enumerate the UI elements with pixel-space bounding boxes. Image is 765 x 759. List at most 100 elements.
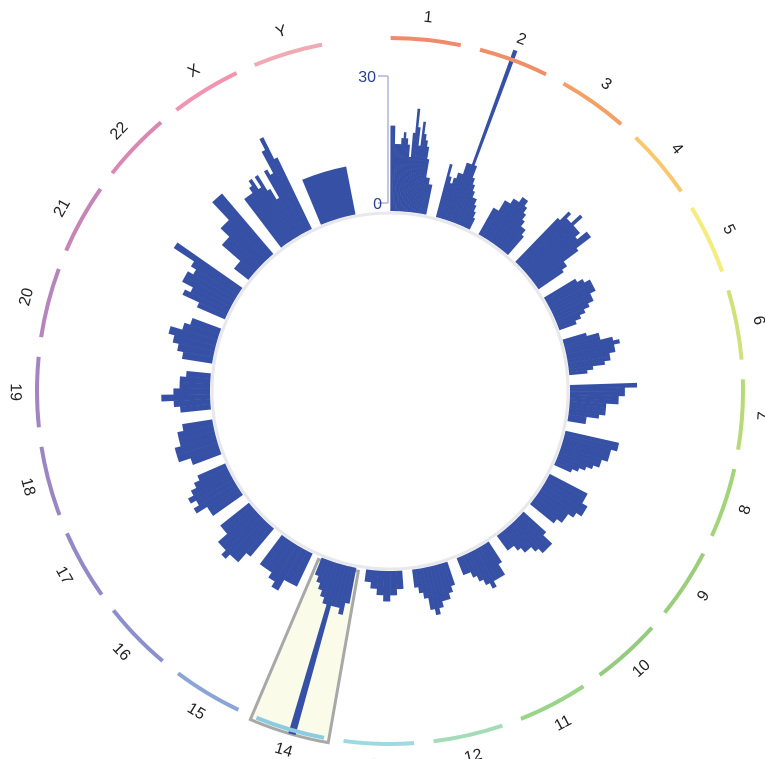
bar <box>472 548 497 589</box>
bar <box>458 190 475 226</box>
bar <box>221 513 261 551</box>
bar <box>270 173 306 234</box>
bar <box>563 332 600 346</box>
bar <box>179 382 211 389</box>
bar <box>460 197 475 227</box>
bar <box>246 525 275 557</box>
bar <box>419 177 429 214</box>
bar <box>179 376 211 384</box>
bar <box>568 411 600 419</box>
chromosome-arc <box>663 552 706 614</box>
bar <box>178 431 216 447</box>
chromosome-arc <box>390 36 462 48</box>
bar <box>555 458 580 472</box>
bar <box>370 570 379 589</box>
bar <box>168 326 218 346</box>
bar <box>569 382 638 389</box>
bar <box>548 283 594 310</box>
bar <box>529 231 589 280</box>
bar <box>173 399 211 408</box>
bar <box>316 558 329 584</box>
bar <box>435 163 453 218</box>
bar <box>221 516 265 559</box>
bar <box>190 287 231 312</box>
chromosome-label: 12 <box>463 746 484 759</box>
bar <box>553 296 594 319</box>
bar <box>532 248 579 284</box>
bar <box>422 567 436 610</box>
bar <box>364 569 373 583</box>
bar <box>233 522 271 563</box>
bar <box>273 157 312 231</box>
bar <box>496 533 511 551</box>
bar <box>456 184 476 225</box>
bar <box>391 125 396 212</box>
bar <box>229 519 268 559</box>
bar <box>180 404 211 413</box>
bars-layer <box>161 49 638 736</box>
chromosome-label: 6 <box>749 314 765 326</box>
bar <box>190 261 240 296</box>
bar <box>412 569 419 588</box>
bar <box>405 132 416 212</box>
bar <box>267 188 299 238</box>
bar <box>439 182 453 219</box>
bar <box>449 163 473 222</box>
bar <box>174 436 218 456</box>
bar <box>396 570 404 590</box>
bar <box>562 332 587 343</box>
bar <box>505 526 529 553</box>
chromosome-arc <box>690 206 725 273</box>
bar <box>197 463 228 481</box>
bar <box>478 207 497 236</box>
bar <box>416 146 430 214</box>
bar <box>555 309 586 325</box>
bar <box>569 398 619 405</box>
bar <box>463 553 478 578</box>
bar <box>557 452 594 470</box>
bar <box>258 187 294 241</box>
chromosome-arc <box>175 71 238 112</box>
chromosome-label: 5 <box>719 222 738 237</box>
chromosome-label: 13 <box>369 757 387 759</box>
bar <box>221 236 261 273</box>
bar <box>495 205 528 247</box>
bar <box>447 162 470 222</box>
bar <box>283 547 308 584</box>
chromosome-arc <box>726 289 744 360</box>
bar <box>532 496 566 523</box>
bar <box>485 201 511 240</box>
bar <box>569 391 625 397</box>
bar <box>529 500 558 524</box>
bar <box>545 279 585 304</box>
bar <box>181 351 214 364</box>
bar <box>516 211 572 266</box>
bar <box>443 172 461 220</box>
chromosome-label: 14 <box>273 740 295 759</box>
bar <box>535 263 568 288</box>
bar <box>338 566 353 615</box>
bar <box>436 563 451 601</box>
bar <box>265 538 292 573</box>
bar <box>407 108 421 213</box>
chromosome-arc <box>111 609 164 663</box>
bar <box>459 555 471 574</box>
bar <box>547 473 588 499</box>
bar <box>209 491 243 516</box>
bar <box>543 278 578 301</box>
bar <box>193 269 238 300</box>
chromosome-label: 8 <box>736 503 755 517</box>
chromosome-arc <box>520 684 585 721</box>
bar <box>441 177 457 220</box>
bar <box>467 217 476 230</box>
bar <box>569 394 619 401</box>
chromosome-label: 2 <box>514 30 528 49</box>
chromosome-label: 22 <box>107 119 132 144</box>
bar <box>518 218 570 267</box>
bar <box>559 449 601 468</box>
bar <box>518 514 553 547</box>
bar <box>190 318 222 335</box>
bar <box>569 401 607 408</box>
bar <box>482 200 508 239</box>
bar <box>383 570 391 602</box>
